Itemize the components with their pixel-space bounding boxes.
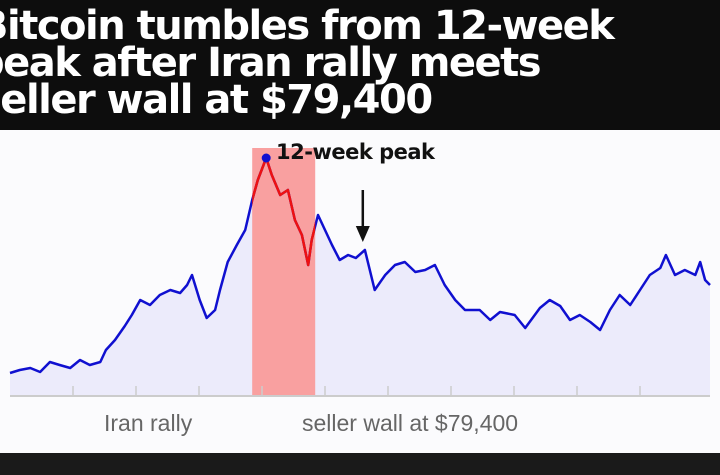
price-line: [9, 156, 711, 375]
footer-bar: [0, 453, 720, 475]
headline-line-1: Bitcoin tumbles from 12-week: [0, 3, 615, 49]
period-label-seller-wall: seller wall at $79,400: [302, 410, 519, 436]
headline: Bitcoin tumbles from 12-week peak after …: [0, 0, 720, 130]
headline-line-2: peak after Iran rally meets: [0, 40, 542, 86]
price-chart: [9, 148, 711, 397]
peak-annotation: 12-week peak: [276, 140, 435, 164]
period-label-iran-rally: Iran rally: [104, 410, 193, 436]
peak-marker: [261, 153, 271, 163]
area-fill: [10, 158, 710, 396]
arrow-down-icon: [355, 226, 370, 242]
headline-line-3: seller wall at $79,400: [0, 77, 433, 123]
highlight-band: [252, 148, 316, 396]
